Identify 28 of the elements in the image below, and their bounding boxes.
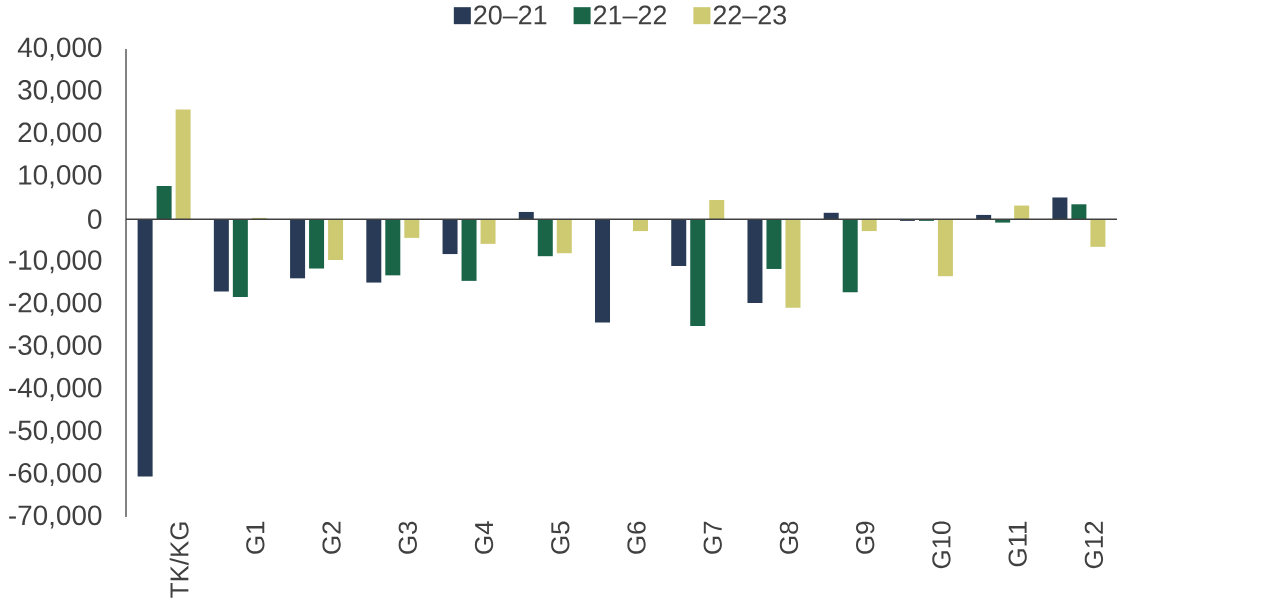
x-tick-label: G9 [856,521,875,554]
y-tick-label: 30,000 [18,80,102,104]
x-tick-label: G6 [627,521,646,554]
x-tick-label: G5 [551,521,570,554]
y-tick-label: -40,000 [9,377,102,401]
legend-label: 22–23 [713,5,786,25]
y-tick-label: -10,000 [9,250,102,274]
y-tick-label: -50,000 [9,420,102,444]
legend-label: 21–22 [593,5,667,25]
y-tick-label: 40,000 [17,37,102,61]
legend-label: 20–21 [474,5,547,25]
y-tick-label: 10,000 [19,165,102,189]
x-tick-label: TK/KG [169,522,189,598]
y-tick-label: -30,000 [9,335,102,359]
x-tick-label: G3 [398,521,417,554]
x-tick-label: G7 [703,521,722,554]
x-tick-label: G10 [932,521,951,569]
x-tick-label: G4 [474,521,494,554]
x-tick-label: G2 [322,521,341,554]
x-tick-label: G8 [779,521,799,554]
y-tick-label: -70,000 [9,505,102,529]
y-tick-label: 20,000 [18,122,102,146]
x-tick-label: G11 [1008,521,1027,567]
x-tick-label: G12 [1084,521,1104,569]
y-tick-label: -20,000 [9,292,102,316]
y-tick-label: -60,000 [9,462,102,486]
x-tick-label: G1 [246,521,265,554]
y-tick-label: 0 [88,209,102,230]
